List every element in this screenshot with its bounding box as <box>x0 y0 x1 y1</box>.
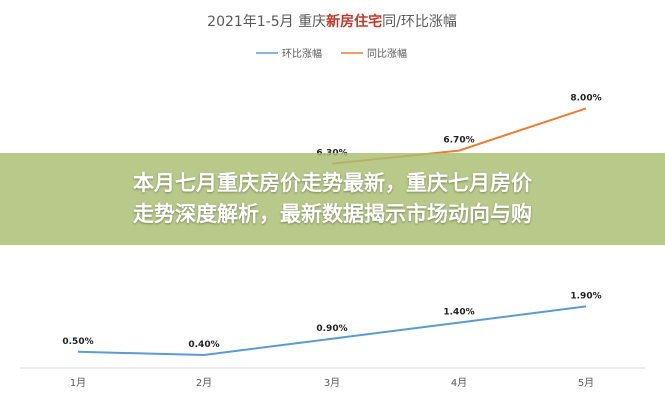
legend-label: 同比涨幅 <box>367 47 407 60</box>
chart-title-prefix: 2021年1-5月 重庆 <box>207 14 326 30</box>
x-tick-label: 5月 <box>578 377 594 389</box>
headline-line-2: 走势深度解析，最新数据揭示市场动向与购 <box>133 202 532 226</box>
headline-banner: 本月七月重庆房价走势最新，重庆七月房价 走势深度解析，最新数据揭示市场动向与购 <box>0 153 665 245</box>
x-tick-label: 1月 <box>70 377 86 389</box>
chart-title: 2021年1-5月 重庆新房住宅同/环比涨幅 <box>207 13 457 30</box>
headline-line-1: 本月七月重庆房价走势最新，重庆七月房价 <box>133 171 532 195</box>
chart-legend: 环比涨幅 同比涨幅 <box>256 47 407 60</box>
data-label: 6.70% <box>443 136 474 146</box>
data-label: 0.40% <box>188 340 219 350</box>
chart-title-suffix: 同/环比涨幅 <box>382 14 457 30</box>
series-line <box>77 305 587 357</box>
x-tick-label: 3月 <box>324 377 340 389</box>
x-tick-label: 2月 <box>196 377 212 389</box>
data-label: 1.40% <box>443 308 474 318</box>
chart-title-highlight: 新房住宅 <box>326 13 382 30</box>
data-label: 8.00% <box>570 93 601 103</box>
plot-area: 1月2月3月4月5月0.50%0.40%0.90%1.40%1.90%6.30%… <box>62 93 601 389</box>
data-label: 0.90% <box>316 324 347 334</box>
x-tick-label: 4月 <box>451 377 467 389</box>
data-label: 0.50% <box>62 337 93 347</box>
data-label: 1.90% <box>570 291 601 301</box>
legend-label: 环比涨幅 <box>282 47 322 60</box>
